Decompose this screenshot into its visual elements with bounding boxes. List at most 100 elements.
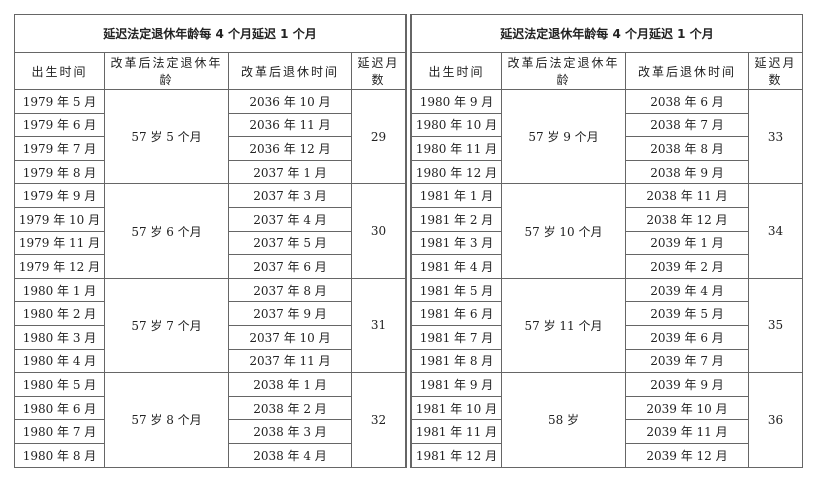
birth-date: 1980 年 2 月 [14, 301, 105, 326]
retirement-age: 57 岁 9 个月 [501, 88, 626, 185]
retirement-date: 2036 年 12 月 [228, 136, 352, 161]
birth-date: 1981 年 10 月 [411, 395, 502, 421]
birth-date: 1979 年 5 月 [14, 89, 105, 114]
table-row: 1980 年 10 月 2038 年 7 月 [411, 112, 803, 138]
table-row: 1979 年 7 月 2036 年 12 月 [14, 136, 406, 161]
table-row: 1981 年 11 月 2039 年 11 月 [411, 419, 803, 444]
delay-months: 35 [748, 277, 803, 374]
birth-date: 1980 年 3 月 [14, 324, 105, 350]
birth-date: 1980 年 8 月 [14, 442, 105, 468]
table-row: 1981 年 7 月 2039 年 6 月 [411, 324, 803, 350]
retirement-date: 2039 年 4 月 [625, 277, 749, 303]
retirement-date: 2038 年 2 月 [228, 395, 352, 421]
column-header: 改革后退休时间 [228, 52, 352, 90]
birth-date: 1980 年 10 月 [411, 112, 502, 138]
retirement-date: 2039 年 7 月 [625, 348, 749, 374]
table-row: 1981 年 1 月 57 岁 10 个月 2038 年 11 月 34 [411, 183, 803, 279]
retirement-date: 2037 年 5 月 [228, 230, 352, 256]
retirement-date: 2038 年 8 月 [625, 136, 749, 161]
birth-date: 1981 年 4 月 [411, 254, 502, 279]
delay-months: 29 [351, 88, 406, 185]
retirement-date: 2039 年 11 月 [625, 419, 749, 444]
birth-date: 1981 年 9 月 [411, 372, 502, 397]
table-row: 1980 年 3 月 2037 年 10 月 [14, 324, 406, 350]
retirement-table: 延迟法定退休年龄每 4 个月延迟 1 个月 出生时间 改革后法定退休年龄 改革后退休时… [411, 14, 803, 468]
birth-date: 1981 年 11 月 [411, 419, 502, 444]
retirement-date: 2039 年 10 月 [625, 395, 749, 421]
retirement-date: 2037 年 11 月 [228, 348, 352, 374]
table-row: 1980 年 5 月 57 岁 8 个月 2038 年 1 月 32 [14, 372, 406, 468]
table-title: 延迟法定退休年龄每 4 个月延迟 1 个月 [14, 14, 406, 53]
retirement-age: 57 岁 7 个月 [104, 277, 229, 374]
table-row: 1980 年 4 月 2037 年 11 月 [14, 348, 406, 374]
birth-date: 1981 年 7 月 [411, 324, 502, 350]
retirement-date: 2039 年 12 月 [625, 442, 749, 468]
table-row: 1979 年 8 月 2037 年 1 月 [14, 159, 406, 185]
retirement-tables: 延迟法定退休年龄每 4 个月延迟 1 个月 出生时间 改革后法定退休年龄 改革后退休时… [14, 14, 803, 468]
table-divider [406, 14, 411, 468]
table-row: 1981 年 8 月 2039 年 7 月 [411, 348, 803, 374]
retirement-date: 2039 年 2 月 [625, 254, 749, 279]
table-row: 1980 年 11 月 2038 年 8 月 [411, 136, 803, 161]
birth-date: 1981 年 5 月 [411, 277, 502, 303]
retirement-date: 2039 年 1 月 [625, 230, 749, 256]
table-row: 1980 年 7 月 2038 年 3 月 [14, 419, 406, 444]
table-row: 1980 年 9 月 57 岁 9 个月 2038 年 6 月 33 [411, 88, 803, 185]
table-row: 1979 年 5 月 57 岁 5 个月 2036 年 10 月 29 [14, 88, 406, 185]
retirement-date: 2038 年 9 月 [625, 159, 749, 185]
table-row: 1979 年 12 月 2037 年 6 月 [14, 254, 406, 279]
table-row: 1981 年 4 月 2039 年 2 月 [411, 254, 803, 279]
table-row: 1981 年 6 月 2039 年 5 月 [411, 301, 803, 326]
column-header: 出生时间 [411, 52, 502, 90]
delay-months: 34 [748, 183, 803, 279]
birth-date: 1981 年 1 月 [411, 183, 502, 208]
table-row: 1980 年 8 月 2038 年 4 月 [14, 442, 406, 468]
birth-date: 1980 年 6 月 [14, 395, 105, 421]
retirement-date: 2038 年 4 月 [228, 442, 352, 468]
retirement-table: 延迟法定退休年龄每 4 个月延迟 1 个月 出生时间 改革后法定退休年龄 改革后退休时… [14, 14, 406, 468]
column-header: 改革后法定退休年龄 [501, 52, 626, 90]
retirement-date: 2038 年 1 月 [228, 372, 352, 397]
delay-months: 33 [748, 88, 803, 185]
retirement-date: 2037 年 9 月 [228, 301, 352, 326]
column-header: 延迟月数 [748, 52, 803, 90]
table-row: 1979 年 11 月 2037 年 5 月 [14, 230, 406, 256]
table-row: 1981 年 12 月 2039 年 12 月 [411, 442, 803, 468]
birth-date: 1979 年 11 月 [14, 230, 105, 256]
birth-date: 1979 年 6 月 [14, 112, 105, 138]
table-title: 延迟法定退休年龄每 4 个月延迟 1 个月 [411, 14, 803, 53]
retirement-date: 2038 年 6 月 [625, 89, 749, 114]
birth-date: 1979 年 9 月 [14, 183, 105, 208]
retirement-date: 2037 年 8 月 [228, 277, 352, 303]
retirement-date: 2037 年 3 月 [228, 183, 352, 208]
retirement-date: 2037 年 10 月 [228, 324, 352, 350]
birth-date: 1980 年 1 月 [14, 277, 105, 303]
birth-date: 1980 年 5 月 [14, 372, 105, 397]
birth-date: 1980 年 12 月 [411, 159, 502, 185]
birth-date: 1979 年 7 月 [14, 136, 105, 161]
table-row: 1981 年 10 月 2039 年 10 月 [411, 395, 803, 421]
retirement-date: 2038 年 7 月 [625, 112, 749, 138]
retirement-date: 2037 年 1 月 [228, 159, 352, 185]
retirement-age: 57 岁 6 个月 [104, 183, 229, 279]
retirement-date: 2039 年 6 月 [625, 324, 749, 350]
delay-months: 32 [351, 372, 406, 468]
table-row: 1980 年 1 月 57 岁 7 个月 2037 年 8 月 31 [14, 277, 406, 374]
retirement-age: 57 岁 8 个月 [104, 372, 229, 468]
birth-date: 1979 年 12 月 [14, 254, 105, 279]
column-header: 改革后法定退休年龄 [104, 52, 229, 90]
retirement-date: 2039 年 5 月 [625, 301, 749, 326]
retirement-date: 2036 年 11 月 [228, 112, 352, 138]
birth-date: 1980 年 11 月 [411, 136, 502, 161]
retirement-date: 2037 年 4 月 [228, 206, 352, 232]
retirement-age: 58 岁 [501, 372, 626, 468]
birth-date: 1981 年 8 月 [411, 348, 502, 374]
table-row: 1981 年 9 月 58 岁 2039 年 9 月 36 [411, 372, 803, 468]
retirement-age: 57 岁 10 个月 [501, 183, 626, 279]
column-header: 改革后退休时间 [625, 52, 749, 90]
table-row: 1981 年 5 月 57 岁 11 个月 2039 年 4 月 35 [411, 277, 803, 374]
retirement-age: 57 岁 5 个月 [104, 88, 229, 185]
table-row: 1979 年 6 月 2036 年 11 月 [14, 112, 406, 138]
birth-date: 1980 年 9 月 [411, 89, 502, 114]
retirement-age: 57 岁 11 个月 [501, 277, 626, 374]
